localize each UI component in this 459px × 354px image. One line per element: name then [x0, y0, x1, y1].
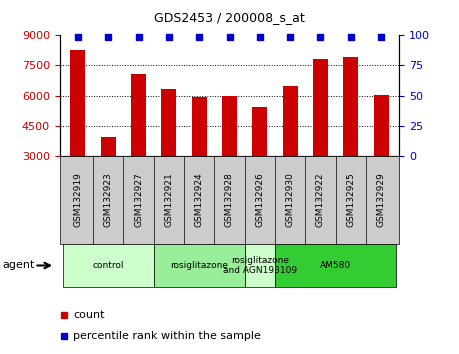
Bar [191, 97, 207, 156]
Bar [374, 95, 389, 156]
Text: agent: agent [2, 261, 35, 270]
Bar [222, 96, 237, 156]
Text: GSM132927: GSM132927 [134, 173, 143, 227]
Bar [283, 86, 298, 156]
Bar [161, 88, 176, 156]
Text: GSM132925: GSM132925 [346, 173, 355, 227]
Bar [70, 50, 85, 156]
Text: GSM132921: GSM132921 [164, 173, 174, 227]
Text: control: control [92, 261, 124, 270]
Text: GSM132928: GSM132928 [225, 173, 234, 227]
Bar [313, 59, 328, 156]
Text: GDS2453 / 200008_s_at: GDS2453 / 200008_s_at [154, 11, 305, 24]
Text: GSM132923: GSM132923 [104, 173, 113, 227]
Text: GSM132919: GSM132919 [73, 172, 82, 228]
Bar [101, 137, 116, 156]
Bar [343, 57, 358, 156]
Bar [131, 74, 146, 156]
Bar [252, 107, 268, 156]
Text: percentile rank within the sample: percentile rank within the sample [73, 331, 261, 341]
Text: rosiglitazone: rosiglitazone [170, 261, 228, 270]
Text: GSM132922: GSM132922 [316, 173, 325, 227]
Text: count: count [73, 310, 105, 320]
Text: AM580: AM580 [320, 261, 351, 270]
Text: GSM132930: GSM132930 [285, 172, 295, 228]
Text: rosiglitazone
and AGN193109: rosiglitazone and AGN193109 [223, 256, 297, 275]
Text: GSM132929: GSM132929 [377, 173, 386, 227]
Text: GSM132926: GSM132926 [255, 173, 264, 227]
Text: GSM132924: GSM132924 [195, 173, 204, 227]
